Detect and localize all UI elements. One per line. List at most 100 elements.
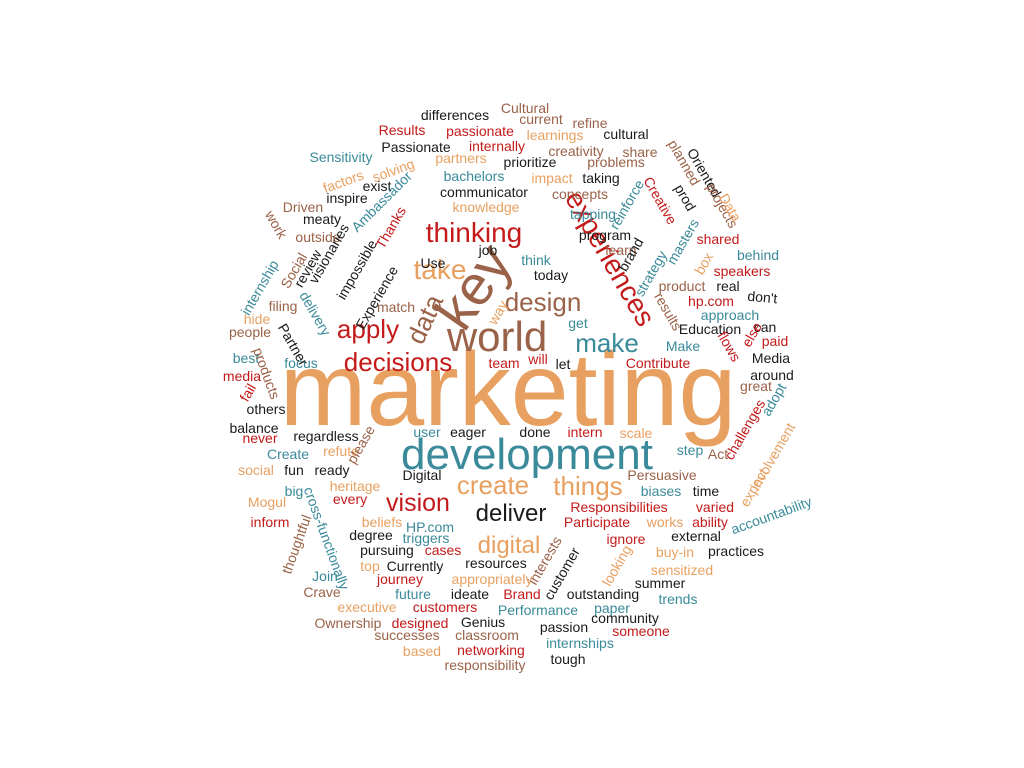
- word-exist: exist: [363, 178, 392, 194]
- word-done: done: [519, 424, 550, 440]
- word-current: current: [519, 111, 563, 127]
- word-media: media: [223, 368, 261, 384]
- word-social: social: [238, 462, 274, 478]
- word-impact: impact: [531, 170, 572, 186]
- word-ability: ability: [692, 514, 728, 530]
- word-user: user: [413, 424, 441, 440]
- word-vision: vision: [386, 489, 450, 517]
- word-currently: Currently: [387, 558, 444, 574]
- word-external: external: [671, 528, 721, 544]
- word-big: big: [285, 483, 304, 499]
- word-cultural: Cultural: [501, 100, 549, 116]
- word-apply: apply: [337, 314, 399, 344]
- word-can: can: [754, 319, 777, 335]
- word-knowledge: knowledge: [453, 199, 520, 215]
- word-someone: someone: [612, 623, 670, 639]
- word-pursuing: pursuing: [360, 542, 414, 558]
- word-deliver: deliver: [476, 500, 547, 527]
- word-don-t: don't: [747, 288, 778, 307]
- word-based: based: [403, 643, 441, 659]
- word-shared: shared: [697, 231, 740, 247]
- word-step: step: [677, 442, 704, 458]
- word-program: program: [579, 227, 631, 243]
- word-hide: hide: [244, 311, 271, 327]
- word-digital: digital: [478, 532, 541, 559]
- word-crave: Crave: [303, 584, 341, 600]
- word-top: top: [360, 558, 380, 574]
- word-every: every: [333, 491, 367, 507]
- word-passion: passion: [540, 619, 588, 635]
- word-create: Create: [267, 446, 309, 462]
- word-responsibilities: Responsibilities: [570, 499, 667, 515]
- word-balance: balance: [229, 420, 278, 436]
- word-box: box: [691, 250, 716, 278]
- word-marketing: marketing: [280, 332, 737, 448]
- word-never: never: [242, 430, 277, 446]
- word-creative: Creative: [640, 174, 680, 227]
- word-scale: scale: [620, 425, 653, 441]
- word-others: others: [247, 401, 286, 417]
- word-share: share: [622, 144, 657, 160]
- word-degree: degree: [349, 527, 393, 543]
- word-inform: inform: [251, 514, 290, 530]
- word-tough: tough: [550, 651, 585, 667]
- word-learn: learn: [605, 242, 636, 258]
- word-cultural: cultural: [603, 126, 648, 142]
- word-ready: ready: [314, 462, 349, 478]
- word-act: Act: [708, 446, 728, 462]
- word-eager: eager: [450, 424, 486, 440]
- word-contribute: Contribute: [626, 355, 691, 371]
- word-hp-com: hp.com: [688, 293, 734, 309]
- word-tapping: tapping: [570, 206, 616, 222]
- word-sensitized: sensitized: [651, 562, 713, 578]
- word-brand: Brand: [503, 586, 540, 602]
- word-team: team: [488, 355, 519, 371]
- word-make: make: [575, 328, 639, 358]
- word-customers: customers: [413, 599, 478, 615]
- word-join: Join: [312, 568, 338, 584]
- word-take: take: [414, 254, 467, 285]
- word-people: people: [229, 324, 271, 340]
- word-biases: biases: [641, 483, 681, 499]
- word-filing: filing: [269, 298, 298, 314]
- word-product: product: [659, 278, 706, 294]
- word-ideate: ideate: [451, 586, 489, 602]
- word-ignore: ignore: [607, 531, 646, 547]
- word-ownership: Ownership: [315, 615, 382, 631]
- word-best: best: [233, 350, 260, 366]
- word-trends: trends: [659, 591, 698, 607]
- word-behind: behind: [737, 247, 779, 263]
- word-world: world: [446, 313, 547, 360]
- word-cases: cases: [425, 542, 462, 558]
- word-think: think: [521, 252, 552, 268]
- word-expect: expect: [736, 466, 771, 510]
- word-development: development: [401, 430, 653, 479]
- word-sensitivity: Sensitivity: [309, 149, 372, 165]
- word-outside: outside: [295, 229, 340, 245]
- word-summer: summer: [635, 575, 686, 591]
- word-heritage: heritage: [330, 478, 381, 494]
- word-outstanding: outstanding: [567, 586, 639, 602]
- word-learnings: learnings: [527, 127, 584, 143]
- word-looking: looking: [599, 542, 635, 588]
- word-triggers: triggers: [403, 530, 450, 546]
- word-journey: journey: [376, 571, 423, 587]
- word-inspire: inspire: [326, 190, 367, 206]
- word-decisions: decisions: [344, 347, 452, 377]
- word-concepts: concepts: [552, 186, 608, 202]
- word-use: Use: [421, 255, 446, 271]
- word-refute: refute: [323, 443, 359, 459]
- word-genius: Genius: [461, 614, 505, 630]
- word-persuasive: Persuasive: [627, 467, 696, 483]
- word-let: let: [556, 356, 571, 372]
- word-will: will: [527, 351, 547, 367]
- word-real: real: [716, 278, 739, 294]
- word-practices: practices: [708, 543, 764, 559]
- word-focus: focus: [284, 355, 317, 371]
- word-paid: paid: [762, 333, 788, 349]
- word-time: time: [693, 483, 720, 499]
- word-passionate: Passionate: [381, 139, 450, 155]
- word-fun: fun: [284, 462, 303, 478]
- word-results: Results: [379, 122, 426, 138]
